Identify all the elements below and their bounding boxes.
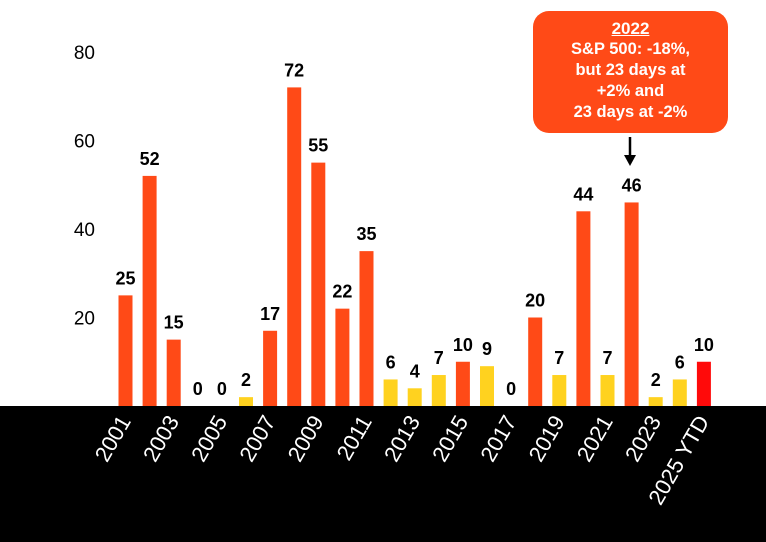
callout-line-4: 23 days at -2% — [573, 103, 688, 121]
bar-2008 — [287, 87, 302, 407]
callout-arrow — [624, 137, 636, 166]
bar-2022 — [624, 202, 639, 406]
data-label: 0 — [506, 379, 516, 399]
data-label: 15 — [164, 313, 184, 333]
callout-line-1: S&P 500: -18%, — [571, 40, 690, 58]
y-tick-label: 40 — [74, 220, 95, 241]
data-label: 6 — [675, 352, 685, 372]
data-label: 2 — [651, 370, 661, 390]
data-label: 20 — [525, 291, 545, 311]
callout-line-3: +2% and — [596, 82, 665, 100]
bar-2003 — [166, 339, 181, 406]
data-label: 17 — [260, 304, 280, 324]
data-label: 4 — [410, 361, 420, 381]
bar-2016 — [480, 366, 494, 406]
data-label: 55 — [308, 136, 328, 156]
data-label: 7 — [554, 348, 564, 368]
annotation-callout: 2022 S&P 500: -18%, but 23 days at +2% a… — [533, 11, 728, 133]
y-tick-label: 60 — [74, 132, 95, 153]
bar-2019 — [552, 375, 567, 406]
data-label: 10 — [694, 335, 714, 355]
callout-line-2: but 23 days at — [575, 61, 686, 79]
data-label: 7 — [434, 348, 444, 368]
data-label: 9 — [482, 339, 492, 359]
y-tick-label: 80 — [74, 43, 95, 64]
bar-2025-ytd — [696, 361, 711, 406]
bar-2009 — [311, 162, 326, 406]
data-label: 0 — [193, 379, 203, 399]
data-label: 22 — [332, 282, 352, 302]
bar-2020 — [576, 211, 591, 406]
data-label: 0 — [217, 379, 227, 399]
data-label: 35 — [356, 224, 376, 244]
bar-2023 — [648, 397, 663, 406]
bar-2006 — [239, 397, 253, 406]
data-label: 2 — [241, 370, 251, 390]
bar-2021 — [600, 375, 615, 406]
bar-2002 — [142, 175, 157, 406]
data-label: 7 — [602, 348, 612, 368]
bar-2010 — [335, 308, 350, 406]
bar-2015 — [455, 361, 470, 406]
bar-2024 — [672, 379, 687, 406]
bar-2011 — [359, 251, 374, 406]
data-label: 52 — [140, 149, 160, 169]
callout-title: 2022 — [611, 19, 650, 38]
y-tick-label: 20 — [74, 309, 95, 330]
data-label: 46 — [622, 175, 642, 195]
bar-2018 — [528, 317, 543, 406]
data-label: 72 — [284, 60, 304, 80]
bar-2014 — [431, 375, 446, 406]
data-label: 10 — [453, 335, 473, 355]
bar-2012 — [383, 379, 398, 406]
x-axis-band — [0, 406, 766, 542]
data-label: 25 — [115, 268, 135, 288]
data-label: 44 — [573, 184, 593, 204]
bar-2013 — [407, 388, 422, 406]
data-label: 6 — [386, 352, 396, 372]
bar-2007 — [263, 330, 278, 406]
bar-2001 — [118, 295, 133, 406]
